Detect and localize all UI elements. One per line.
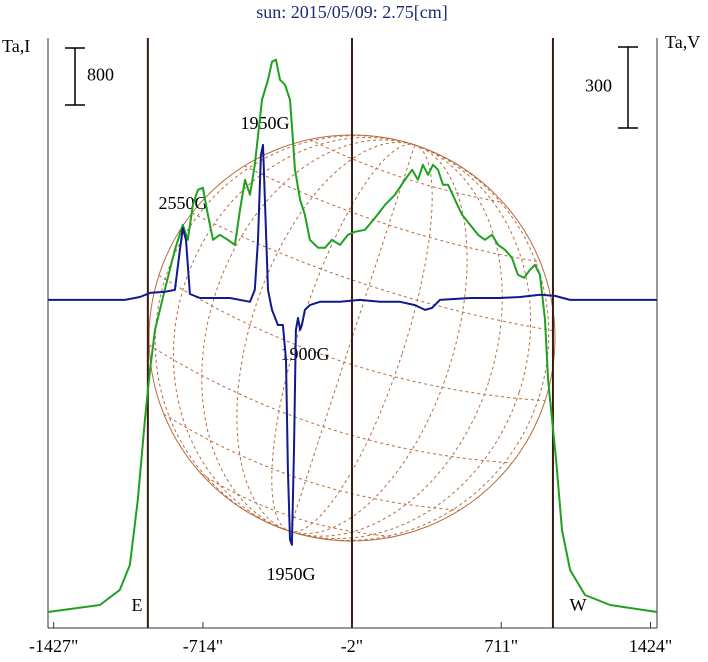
x-tick-label: -2" [341, 636, 363, 656]
parallel [191, 212, 555, 332]
x-tick-label: 711" [484, 636, 518, 656]
x-tick-label: -1427" [29, 636, 78, 656]
annotation: W [570, 595, 587, 615]
y2-axis-label: Ta,V [665, 32, 700, 52]
x-tick-label: 1424" [629, 636, 672, 656]
parallel [244, 165, 541, 263]
parallel [148, 344, 513, 464]
chart-title: sun: 2015/05/09: 2.75[cm] [256, 2, 448, 22]
parallel [163, 413, 460, 511]
annotation: 2550G [159, 193, 208, 213]
parallel [200, 473, 395, 538]
annotation: E [132, 595, 143, 615]
meridian [288, 144, 416, 532]
parallel [158, 274, 546, 402]
data-line [47, 58, 658, 613]
parallel [309, 138, 503, 203]
y2-scale-bar-label: 300 [585, 76, 612, 96]
meridian [172, 136, 532, 540]
meridian [236, 141, 468, 535]
annotation: 1900G [281, 344, 330, 364]
y-scale-bar-label: 800 [87, 65, 114, 85]
annotation: 1950G [241, 113, 290, 133]
data-line [48, 143, 657, 546]
annotation: 1950G [267, 564, 316, 584]
y-axis-label: Ta,I [2, 36, 30, 56]
x-tick-label: -714" [183, 636, 223, 656]
